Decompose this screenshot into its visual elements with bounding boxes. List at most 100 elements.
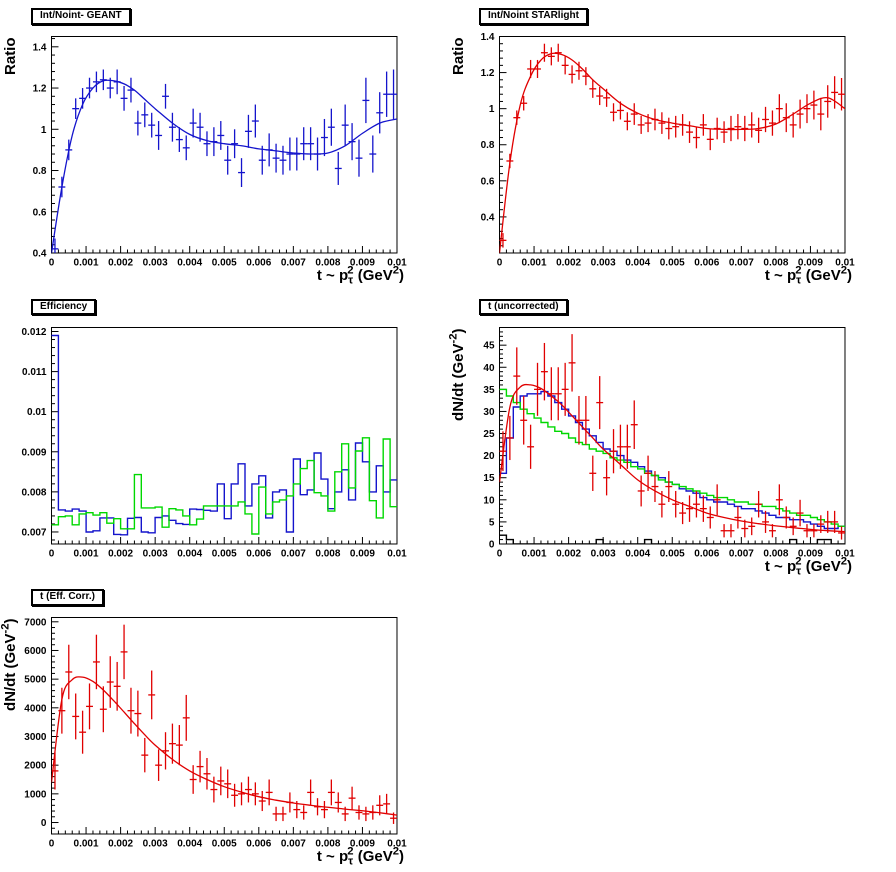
svg-text:0.005: 0.005: [660, 257, 685, 268]
y-axis-labels: 0.4 0.6 0.8 1 1.2 1.4: [33, 42, 47, 259]
pad-empty: [448, 581, 896, 872]
y-axis-title: Ratio: [450, 37, 467, 74]
svg-text:0.006: 0.006: [246, 257, 271, 268]
svg-text:0.009: 0.009: [798, 548, 823, 559]
series-data-points: [51, 624, 397, 825]
svg-text:0.003: 0.003: [143, 839, 168, 850]
x-axis: [51, 536, 398, 544]
svg-text:0.003: 0.003: [591, 548, 616, 559]
y-axis-labels: 0.4 0.6 0.8 1 1.2 1.4: [481, 32, 495, 223]
plot-frame: [51, 35, 398, 254]
svg-text:0.005: 0.005: [660, 548, 685, 559]
svg-text:0.009: 0.009: [350, 548, 375, 559]
svg-text:0.007: 0.007: [729, 257, 754, 268]
svg-text:0.003: 0.003: [143, 257, 168, 268]
series-fit-curve: [499, 52, 845, 253]
x-axis-title: t ~ pτ2 (GeV2): [317, 265, 404, 287]
svg-text:0.005: 0.005: [212, 257, 237, 268]
svg-text:0.01: 0.01: [387, 548, 407, 559]
svg-text:0.01: 0.01: [835, 257, 855, 268]
svg-text:0.012: 0.012: [22, 327, 47, 338]
svg-text:1000: 1000: [24, 790, 47, 801]
svg-text:0.002: 0.002: [556, 548, 581, 559]
svg-text:0.6: 0.6: [481, 176, 495, 187]
svg-text:0.004: 0.004: [177, 257, 202, 268]
plot-frame: [499, 326, 846, 545]
svg-text:0.004: 0.004: [625, 548, 650, 559]
svg-text:45: 45: [483, 340, 495, 351]
svg-text:0.009: 0.009: [798, 257, 823, 268]
y-axis: [51, 330, 59, 541]
svg-text:0.003: 0.003: [143, 548, 168, 559]
svg-text:0.007: 0.007: [281, 548, 306, 559]
svg-text:0.4: 0.4: [33, 248, 47, 259]
svg-text:0.8: 0.8: [33, 166, 47, 177]
panel-title-t-uncorrected: t (uncorrected): [479, 298, 568, 316]
svg-text:0.005: 0.005: [212, 839, 237, 850]
svg-text:0.007: 0.007: [729, 548, 754, 559]
series-data-points: [499, 333, 845, 540]
plot-ratio-starlight: 0 0.001 0.002 0.003 0.004 0.005 0.006 0.007 0.00…: [450, 32, 855, 287]
plot-ratio-geant: 0 0.001 0.002 0.003 0.004 0.005 0.006 0.007 0.00…: [2, 35, 407, 287]
svg-text:0.4: 0.4: [481, 212, 495, 223]
svg-text:7000: 7000: [24, 618, 47, 629]
pad-t-eff-corr: 0 0.001 0.002 0.003 0.004 0.005 0.006 0.007 0.00…: [0, 581, 448, 872]
x-axis-labels: 0 0.001 0.002 0.003 0.004 0.005 0.006 0.007 0.00…: [497, 548, 855, 559]
x-axis-labels: 0 0.001 0.002 0.003 0.004 0.005 0.006 0.007 0.00…: [49, 839, 407, 850]
svg-text:0.001: 0.001: [522, 548, 547, 559]
svg-text:0.006: 0.006: [694, 257, 719, 268]
pad-ratio-geant: 0 0.001 0.002 0.003 0.004 0.005 0.006 0.007 0.00…: [0, 0, 448, 291]
x-axis-title: t ~ pτ2 (GeV2): [765, 265, 852, 287]
svg-text:1.2: 1.2: [33, 84, 47, 95]
series-layer: [51, 69, 397, 253]
y-axis-labels: 0 5 10 15 20 25 30 35 40 45: [483, 340, 495, 550]
svg-text:0.001: 0.001: [74, 548, 99, 559]
svg-text:0.002: 0.002: [108, 548, 133, 559]
svg-text:0.009: 0.009: [22, 447, 47, 458]
y-axis-labels: 0.007 0.008 0.009 0.01 0.011 0.012: [22, 327, 47, 538]
svg-text:0.01: 0.01: [835, 548, 855, 559]
panel-title-efficiency: Efficiency: [31, 298, 97, 316]
plot-frame: [499, 35, 846, 254]
panel-title-ratio-starlight: Int/Noint STARlight: [479, 8, 588, 25]
svg-text:0.001: 0.001: [522, 257, 547, 268]
y-axis-title: dN/dt (GeV-2): [448, 328, 467, 420]
svg-text:15: 15: [483, 473, 495, 484]
series-mc-green: [499, 388, 845, 527]
svg-text:0.01: 0.01: [387, 257, 407, 268]
svg-text:0.003: 0.003: [591, 257, 616, 268]
svg-text:6000: 6000: [24, 646, 47, 657]
x-axis: [51, 245, 398, 253]
svg-text:1: 1: [489, 104, 495, 115]
series-data-points: [499, 43, 845, 248]
svg-text:0.002: 0.002: [556, 257, 581, 268]
svg-text:0.01: 0.01: [27, 407, 47, 418]
pad-t-uncorrected: 0 0.001 0.002 0.003 0.004 0.005 0.006 0.007 0.00…: [448, 290, 896, 582]
svg-text:5000: 5000: [24, 675, 47, 686]
y-axis: [499, 326, 507, 545]
svg-text:0: 0: [41, 818, 47, 829]
svg-text:20: 20: [483, 451, 495, 462]
series-fit-curve: [51, 676, 397, 817]
svg-text:3000: 3000: [24, 732, 47, 743]
svg-text:1.4: 1.4: [481, 32, 495, 43]
svg-text:0.002: 0.002: [108, 257, 133, 268]
series-background-black: [499, 534, 845, 544]
svg-text:0: 0: [49, 839, 55, 850]
svg-text:1.2: 1.2: [481, 68, 495, 79]
series-layer: [51, 624, 397, 825]
svg-text:0: 0: [497, 257, 503, 268]
pad-efficiency: 0 0.001 0.002 0.003 0.004 0.005 0.006 0.007 0.00…: [0, 290, 448, 582]
svg-text:35: 35: [483, 385, 495, 396]
series-data-points: [51, 69, 397, 253]
y-axis-labels: 0 1000 2000 3000 4000 5000 6000 7000: [24, 618, 47, 830]
svg-text:0.008: 0.008: [315, 839, 340, 850]
panel-title-t-eff-corr: t (Eff. Corr.): [31, 589, 104, 606]
y-axis-title: dN/dt (GeV-2): [0, 619, 19, 711]
y-axis-title: Ratio: [2, 37, 19, 74]
svg-text:0.008: 0.008: [763, 257, 788, 268]
svg-text:2000: 2000: [24, 761, 47, 772]
x-axis: [51, 827, 398, 835]
x-axis-labels: 0 0.001 0.002 0.003 0.004 0.005 0.006 0.007 0.00…: [497, 257, 855, 268]
svg-text:0: 0: [49, 257, 55, 268]
